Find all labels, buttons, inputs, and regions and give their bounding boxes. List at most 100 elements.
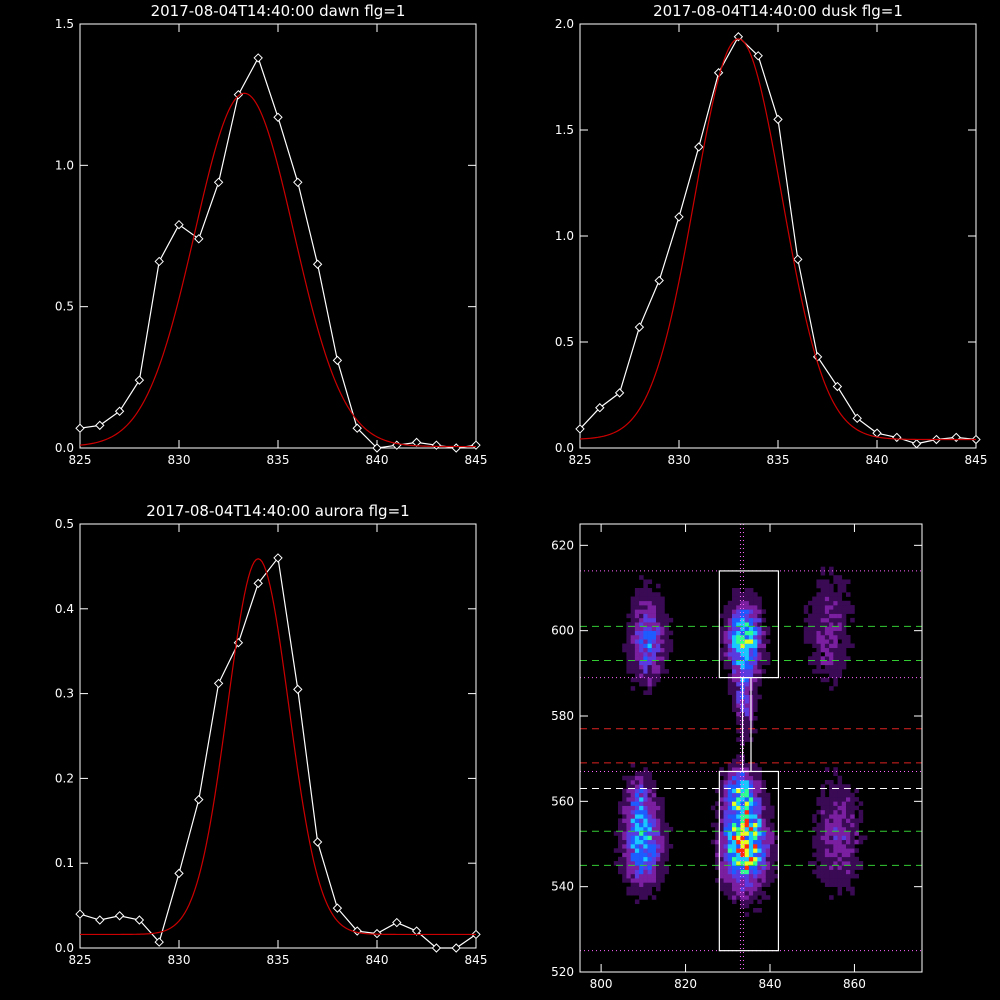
heatmap-cell [816,596,821,602]
heatmap-cell [744,686,750,691]
heatmap-cell [630,762,636,768]
heatmap-cell [824,865,830,870]
heatmap-cell [740,600,745,606]
heatmap-cell [833,609,838,614]
heatmap-cell [748,596,754,602]
heatmap-cell [651,818,657,823]
heatmap-cell [812,656,817,661]
heatmap-cell [744,673,750,678]
heatmap-cell [770,835,775,841]
heatmap-cell [820,639,826,644]
heatmap-cell [837,788,843,794]
heatmap-cell [732,831,737,836]
heatmap-cell [664,652,669,657]
heatmap-cell [736,869,741,875]
heatmap-cell [748,878,754,883]
heatmap-cell [824,814,830,819]
heatmap-cell [630,814,636,819]
heatmap-cell [820,570,826,576]
heatmap-cell [715,809,720,815]
heatmap-cell [660,634,665,640]
heatmap-cell [765,626,771,631]
heatmap-cell [841,605,847,610]
heatmap-cell [820,579,826,585]
heatmap-cell [668,639,674,644]
heatmap-cell [761,647,767,653]
heatmap-cell [803,639,809,644]
heatmap-cell [643,890,648,896]
heatmap-cell [736,686,741,691]
heatmap-cell [753,728,758,734]
heatmap-cell [846,609,851,614]
heatmap-cell [820,848,826,853]
heatmap-cell [736,882,741,887]
heatmap-cell [820,617,826,623]
heatmap-cell [761,652,767,657]
heatmap-cell [656,600,661,606]
heatmap-cell [765,656,771,661]
heatmap-cell [740,592,745,597]
data-point [114,911,125,921]
heatmap-cell [723,771,729,777]
heatmap-cell [740,801,745,806]
heatmap-cell [656,848,661,853]
x-tick-label: 835 [767,453,790,467]
heatmap-cell [732,886,737,892]
heatmap-cell [846,822,851,828]
heatmap-cell [833,652,838,657]
heatmap-cell [651,809,657,815]
heatmap-cell [753,780,758,785]
data-point [654,275,664,286]
heatmap-cell [837,805,843,811]
heatmap-cell [651,664,657,670]
heatmap-cell [656,861,661,866]
heatmap-cell [660,647,665,653]
heatmap-cell [846,639,851,644]
heatmap-cell [816,822,821,828]
heatmap-cell [710,839,716,845]
heatmap-cell [727,805,733,811]
data-point [852,413,862,424]
heatmap-cell [837,656,843,661]
heatmap-cell [727,895,733,900]
heatmap-cell [770,814,775,819]
heatmap-cell [732,826,737,832]
heatmap-cell [719,788,724,794]
heatmap-cell [732,694,737,700]
heatmap-cell [820,865,826,870]
heatmap-cell [732,664,737,670]
heatmap-cell [656,647,661,653]
heatmap-cell [630,669,636,674]
heatmap-cell [829,647,834,653]
heatmap-cell [740,878,745,883]
heatmap-cell [846,805,851,811]
heatmap-cell [858,818,864,823]
data-point [213,678,224,689]
heatmap-cell [719,639,724,644]
heatmap-cell [719,613,724,619]
heatmap-cell [829,814,834,819]
heatmap-cell [651,647,657,653]
heatmap-cell [833,647,838,653]
heatmap-cell [824,579,830,585]
heatmap-cell [630,780,636,785]
heatmap-cell [647,656,653,661]
heatmap-cell [846,656,851,661]
data-point [75,423,85,433]
heatmap-cell [816,652,821,657]
heatmap-cell [622,869,627,875]
heatmap-cell [736,771,741,777]
heatmap-cell [622,865,627,870]
heatmap-cell [651,865,657,870]
heatmap-cell [850,805,855,811]
heatmap-cell [626,613,631,619]
heatmap-cell [829,861,834,866]
heatmap-cell [837,780,843,785]
heatmap-cell [765,818,771,823]
heatmap-cell [850,831,855,836]
heatmap-cell [841,600,847,606]
heatmap-cell [660,797,665,802]
heatmap-cell [837,592,843,597]
heatmap-cell [643,626,648,631]
heatmap-cell [634,805,640,811]
